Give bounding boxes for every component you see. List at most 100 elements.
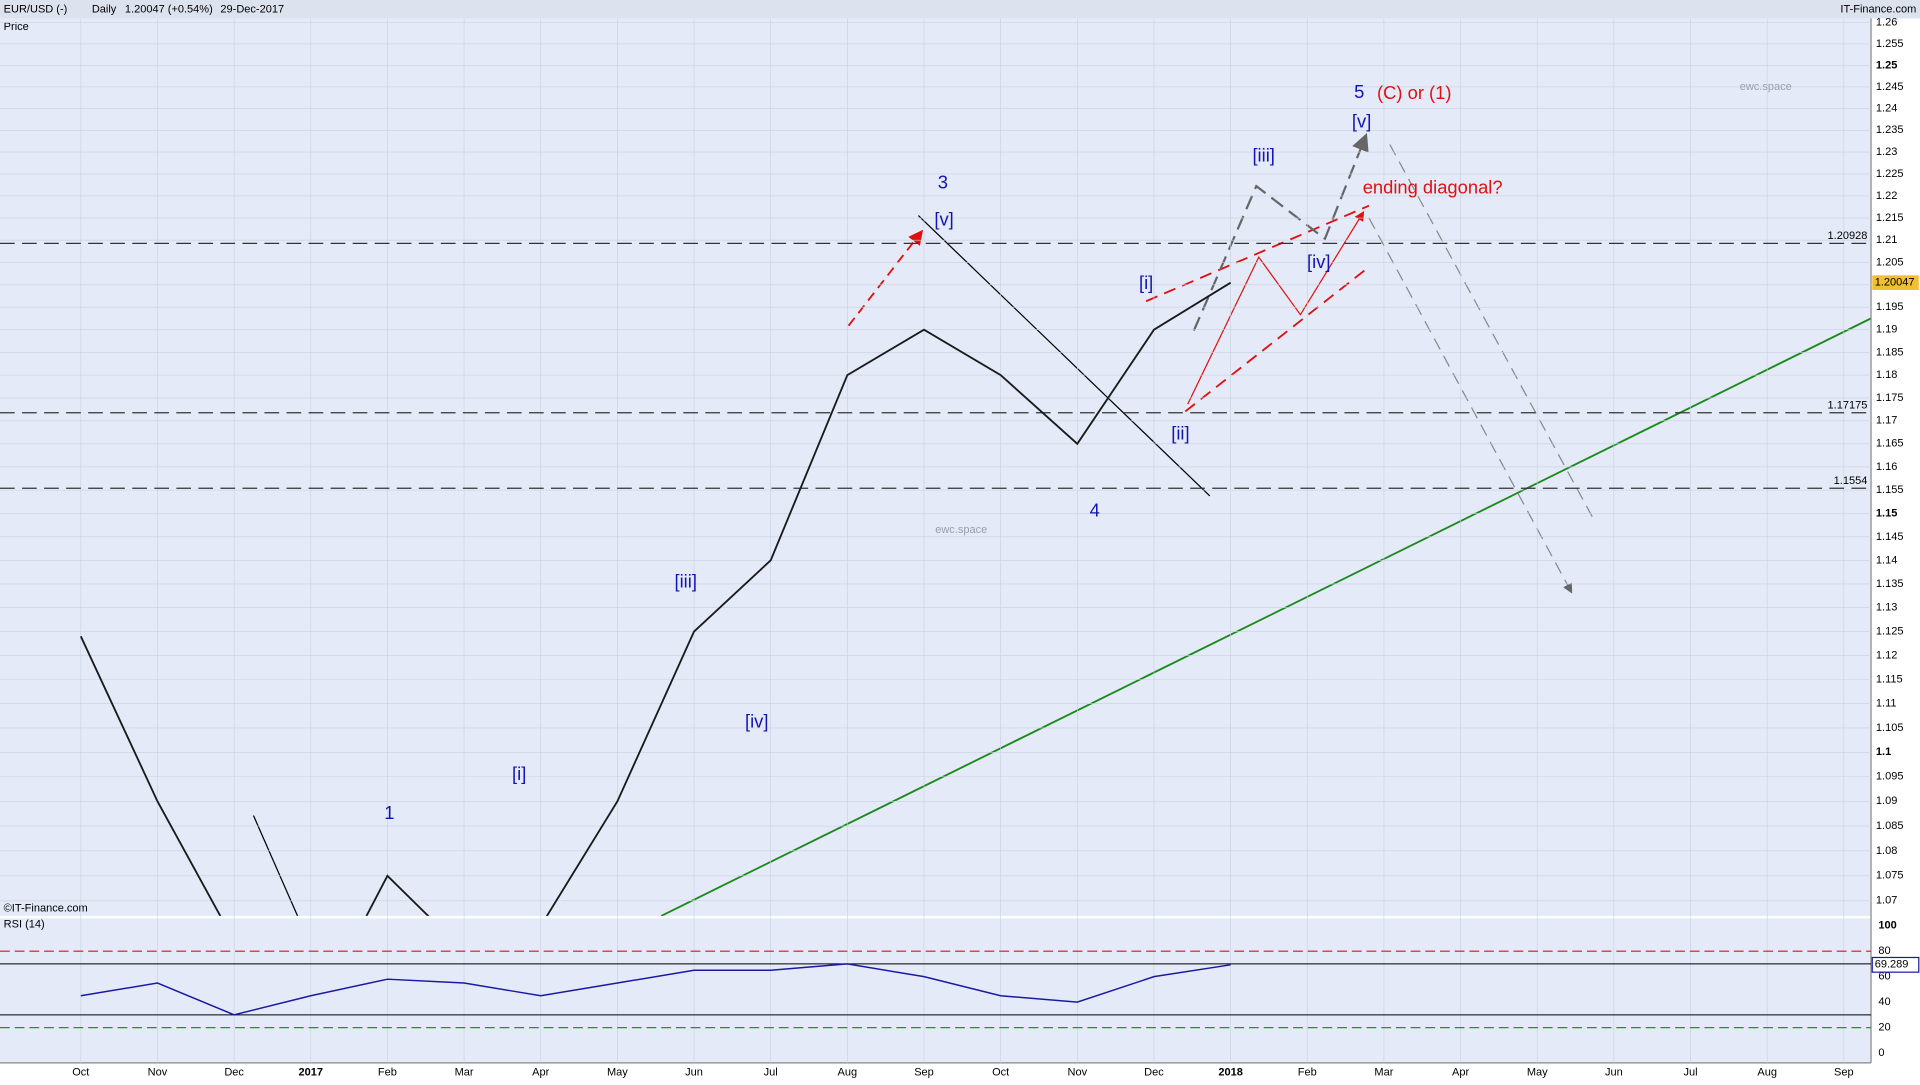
wave-label: [ii] — [1171, 423, 1189, 444]
date: 29-Dec-2017 — [220, 4, 284, 16]
arrow — [847, 229, 924, 327]
level-label: 1.17175 — [1828, 399, 1868, 411]
wave-label: 3 — [938, 172, 948, 193]
wave-label: ending diagonal? — [1363, 176, 1503, 197]
x-tick-label: Jun — [1605, 1067, 1623, 1079]
y-tick-label: 1.11 — [1876, 698, 1897, 710]
rsi-tick-label: 80 — [1878, 945, 1890, 957]
y-tick-label: 1.075 — [1876, 870, 1904, 882]
y-tick-label: 1.175 — [1876, 392, 1904, 404]
y-tick-label: 1.08 — [1876, 845, 1897, 857]
rsi-panel — [0, 918, 1872, 1063]
x-tick-label: Aug — [838, 1067, 858, 1079]
y-tick-label: 1.235 — [1876, 124, 1904, 136]
price-tag — [1872, 275, 1919, 291]
trendline — [252, 815, 299, 916]
y-tick-label: 1.19 — [1876, 324, 1897, 336]
x-tick-label: May — [607, 1067, 628, 1079]
source: IT-Finance.com — [1840, 4, 1916, 16]
x-tick-label: Feb — [378, 1067, 397, 1079]
x-tick-label: May — [1527, 1067, 1548, 1079]
y-tick-label: 1.26 — [1876, 17, 1897, 29]
x-tick-label: Jul — [764, 1067, 778, 1079]
x-tick-label: Apr — [532, 1067, 549, 1079]
rsi-tick-label: 20 — [1878, 1021, 1890, 1033]
y-tick-label: 1.255 — [1876, 38, 1904, 50]
y-tick-label: 1.16 — [1876, 461, 1897, 473]
y-tick-label: 1.195 — [1876, 301, 1904, 313]
rsi-tag-label: 69.289 — [1875, 959, 1909, 971]
arrow — [1192, 133, 1369, 332]
y-tick-label: 1.145 — [1876, 531, 1904, 543]
copyright: ©IT-Finance.com — [4, 902, 88, 914]
price-tag-label: 1.20047 — [1875, 277, 1915, 289]
y-tick-label: 1.23 — [1876, 146, 1897, 158]
watermark: ewc.space — [935, 524, 987, 536]
y-tick-label: 1.155 — [1876, 484, 1904, 496]
price-series — [79, 281, 1232, 916]
rsi-title: RSI (14) — [4, 918, 45, 930]
level-label: 1.1554 — [1834, 475, 1868, 487]
y-tick-label: 1.21 — [1876, 234, 1897, 246]
quote: 1.20047 (+0.54%) — [125, 4, 213, 16]
x-tick-label: 2017 — [299, 1067, 324, 1079]
y-tick-label: 1.135 — [1876, 578, 1904, 590]
header-bar — [0, 0, 1920, 19]
wave-label: [v] — [1352, 110, 1371, 131]
rsi-tick-label: 60 — [1878, 971, 1890, 983]
x-tick-label: Sep — [1834, 1067, 1854, 1079]
wave-label: [iii] — [674, 571, 696, 592]
panel-label: Price — [4, 21, 29, 33]
y-tick-label: 1.215 — [1876, 212, 1904, 224]
rsi-tick-label: 100 — [1878, 920, 1896, 932]
y-tick-label: 1.245 — [1876, 81, 1904, 93]
wave-label: [iv] — [1307, 251, 1330, 272]
wave-label: (C) or (1) — [1377, 82, 1451, 103]
wave-label: 5 — [1354, 81, 1364, 102]
watermark: ewc.space — [1740, 81, 1792, 93]
y-tick-label: 1.205 — [1876, 256, 1904, 268]
rsi-tick-label: 0 — [1878, 1047, 1884, 1059]
wave-label: [i] — [512, 763, 526, 784]
price-line — [79, 281, 1232, 916]
x-tick-label: Nov — [148, 1067, 168, 1079]
y-tick-label: 1.25 — [1876, 59, 1897, 71]
rsi-tag — [1871, 956, 1920, 973]
y-tick-label: 1.125 — [1876, 625, 1904, 637]
x-tick-label: Apr — [1452, 1067, 1469, 1079]
period: Daily — [92, 4, 117, 16]
wave-label: [i] — [1139, 272, 1153, 293]
x-tick-label: Oct — [72, 1067, 89, 1079]
y-tick-label: 1.085 — [1876, 820, 1904, 832]
wave-label: [iii] — [1252, 145, 1274, 166]
y-tick-label: 1.07 — [1876, 895, 1897, 907]
y-tick-label: 1.105 — [1876, 722, 1904, 734]
symbol: EUR/USD (-) — [4, 4, 68, 16]
x-tick-label: Mar — [455, 1067, 474, 1079]
level-label: 1.20928 — [1828, 230, 1868, 242]
trendline — [660, 317, 1872, 916]
y-tick-label: 1.165 — [1876, 438, 1904, 450]
x-tick-label: Jun — [685, 1067, 703, 1079]
y-tick-label: 1.185 — [1876, 346, 1904, 358]
y-tick-label: 1.09 — [1876, 795, 1897, 807]
wave-label: 4 — [1090, 500, 1100, 521]
x-tick-label: 2018 — [1218, 1067, 1243, 1079]
x-tick-label: Aug — [1757, 1067, 1777, 1079]
x-tick-label: Dec — [224, 1067, 244, 1079]
x-tick-label: Jul — [1683, 1067, 1697, 1079]
y-tick-label: 1.22 — [1876, 190, 1897, 202]
wave-label: 1 — [384, 802, 394, 823]
y-tick-label: 1.12 — [1876, 649, 1897, 661]
rsi-tick-label: 40 — [1878, 996, 1890, 1008]
x-tick-label: Mar — [1374, 1067, 1393, 1079]
x-tick-label: Dec — [1144, 1067, 1164, 1079]
y-tick-label: 1.15 — [1876, 507, 1897, 519]
y-tick-label: 1.1 — [1876, 746, 1891, 758]
y-tick-label: 1.13 — [1876, 602, 1897, 614]
y-tick-label: 1.24 — [1876, 103, 1897, 115]
x-tick-label: Feb — [1298, 1067, 1317, 1079]
arrow — [1187, 210, 1365, 405]
